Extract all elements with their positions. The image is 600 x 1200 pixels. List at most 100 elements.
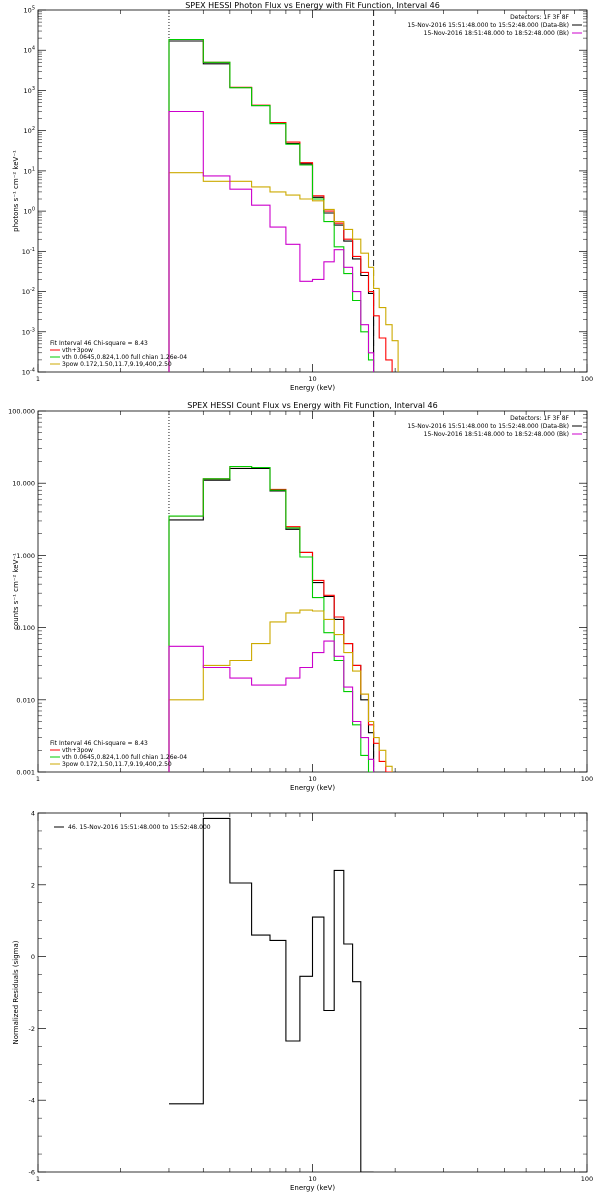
legend-top-entry: 15-Nov-2016 18:51:48.000 to 18:52:48.000… <box>424 431 569 438</box>
series-line-vth <box>168 466 374 772</box>
series-line-data-bk <box>168 467 375 772</box>
legend-top-entry: 15-Nov-2016 15:51:48.000 to 15:52:48.000… <box>407 22 569 29</box>
legend-bottom-entry: vth+3pow <box>62 347 93 354</box>
x-tick-label: 100 <box>581 1175 593 1183</box>
y-tick-label: 102 <box>24 126 35 135</box>
y-tick-base: 10 <box>24 87 32 95</box>
y-tick-base: 0.100 <box>16 624 35 632</box>
y-tick-exponent: -2 <box>30 287 35 293</box>
chart-title: SPEX HESSI Photon Flux vs Energy with Fi… <box>185 1 440 10</box>
y-tick-label: 4 <box>31 810 35 818</box>
y-axis-label: Normalized Residuals (sigma) <box>12 940 20 1044</box>
series-line-bk <box>168 640 375 772</box>
y-tick-label: 10-1 <box>22 247 35 256</box>
legend-bottom-entry: vth 0.0645,0.824,1.00 full chian 1.26e-0… <box>62 754 187 761</box>
y-tick-exponent: -1 <box>30 247 35 253</box>
y-tick-label: 105 <box>24 6 35 15</box>
x-tick-label: 100 <box>581 775 593 783</box>
y-tick-base: 1.000 <box>16 552 35 560</box>
y-tick-label: 10.000 <box>12 480 35 488</box>
y-axis-label: counts s⁻¹ cm⁻² keV⁻¹ <box>12 553 20 630</box>
x-tick-label: 10 <box>308 775 316 783</box>
y-tick-base: 10 <box>24 47 32 55</box>
legend-top-entry: Detectors: 1F 3F 8F <box>510 415 569 422</box>
series-line-bk <box>168 110 375 372</box>
x-axis-label: Energy (keV) <box>290 384 335 392</box>
y-tick-label: 0.100 <box>16 624 35 632</box>
legend-bottom-entry: 3pow 0.172,1.50,11.7,9.19,400,2.50 <box>62 361 172 368</box>
y-axis-label: photons s⁻¹ cm⁻² keV⁻¹ <box>12 150 20 232</box>
y-tick-base: 10 <box>24 7 32 15</box>
y-tick-base: 10 <box>24 167 32 175</box>
series-line-residuals <box>169 817 374 1172</box>
x-tick-label: 1 <box>36 775 40 783</box>
chart-panel-2: SPEX HESSI Count Flux vs Energy with Fit… <box>8 401 593 792</box>
y-tick-label: 0.001 <box>16 769 35 777</box>
y-tick-exponent: 3 <box>32 86 35 92</box>
y-tick-base: 4 <box>31 810 35 818</box>
legend-top-entry: 46. 15-Nov-2016 15:51:48.000 to 15:52:48… <box>68 824 211 831</box>
legend-top-entry: Detectors: 1F 3F 8F <box>510 14 569 21</box>
legend-bottom-entry: vth 0.0645,0.824,1.00 full chian 1.26e-0… <box>62 354 187 361</box>
y-tick-exponent: 1 <box>32 166 35 172</box>
y-tick-label: -2 <box>29 1025 35 1033</box>
y-tick-exponent: 4 <box>32 46 35 52</box>
y-tick-base: 10 <box>24 208 32 216</box>
y-tick-base: 100.000 <box>8 408 35 416</box>
x-axis-label: Energy (keV) <box>290 1184 335 1192</box>
x-axis-label: Energy (keV) <box>290 784 335 792</box>
legend-bottom-entry: Fit Interval 46 Chi-square = 8.43 <box>50 340 148 347</box>
legend-bottom-entry: vth+3pow <box>62 747 93 754</box>
y-tick-base: 0 <box>31 953 35 961</box>
y-tick-exponent: -4 <box>30 368 35 374</box>
x-tick-label: 100 <box>581 375 593 383</box>
x-tick-label: 1 <box>36 1175 40 1183</box>
y-tick-exponent: -3 <box>30 327 35 333</box>
x-tick-label: 10 <box>308 375 316 383</box>
legend-top-entry: 15-Nov-2016 15:51:48.000 to 15:52:48.000… <box>407 423 569 430</box>
y-tick-label: 10-2 <box>22 287 35 296</box>
chart-panel-3: 1 10 100 Energy (keV) 4 2 0 -2 -4 -6 Normalized Re… <box>12 810 593 1193</box>
y-tick-exponent: 2 <box>32 126 35 132</box>
y-tick-base: -4 <box>29 1097 35 1105</box>
y-tick-label: 100 <box>24 207 35 216</box>
y-tick-base: 2 <box>31 881 35 889</box>
plot-frame <box>37 812 588 1173</box>
series-line-vth <box>168 38 375 372</box>
series-line-3pow <box>168 172 399 372</box>
series-line-3pow <box>168 609 393 772</box>
y-tick-label: 103 <box>24 86 35 95</box>
series-line-vth-3pow <box>168 38 393 372</box>
y-tick-base: 0.001 <box>16 769 35 777</box>
legend-bottom-entry: 3pow 0.172,1.50,11.7,9.19,400,2.50 <box>62 761 172 768</box>
y-tick-label: 0 <box>31 953 35 961</box>
y-tick-label: -6 <box>29 1169 35 1177</box>
y-tick-base: 10 <box>22 288 30 296</box>
legend-bottom-entry: Fit Interval 46 Chi-square = 8.43 <box>50 740 148 747</box>
y-tick-base: 10 <box>22 369 30 377</box>
y-tick-label: -4 <box>29 1097 35 1105</box>
y-tick-label: 10-4 <box>22 368 35 377</box>
y-tick-label: 2 <box>31 881 35 889</box>
chart-title: SPEX HESSI Count Flux vs Energy with Fit… <box>187 401 438 410</box>
y-tick-label: 101 <box>24 166 35 175</box>
y-tick-base: 10 <box>22 328 30 336</box>
y-tick-base: 10 <box>24 127 32 135</box>
y-tick-base: -6 <box>29 1169 35 1177</box>
chart-panel-1: SPEX HESSI Photon Flux vs Energy with Fi… <box>12 1 593 392</box>
y-tick-label: 10-3 <box>22 327 35 336</box>
series-line-vth-3pow <box>168 466 393 772</box>
y-tick-base: 10 <box>22 248 30 256</box>
y-tick-label: 100.000 <box>8 408 35 416</box>
legend-top-entry: 15-Nov-2016 18:51:48.000 to 18:52:48.000… <box>424 30 569 37</box>
y-tick-label: 104 <box>24 46 35 55</box>
x-tick-label: 1 <box>36 375 40 383</box>
y-tick-base: 10.000 <box>12 480 35 488</box>
x-tick-label: 10 <box>308 1175 316 1183</box>
y-tick-label: 0.010 <box>16 696 35 704</box>
y-tick-base: -2 <box>29 1025 35 1033</box>
y-tick-label: 1.000 <box>16 552 35 560</box>
y-tick-base: 0.010 <box>16 696 35 704</box>
series-line-data-bk <box>168 40 375 372</box>
